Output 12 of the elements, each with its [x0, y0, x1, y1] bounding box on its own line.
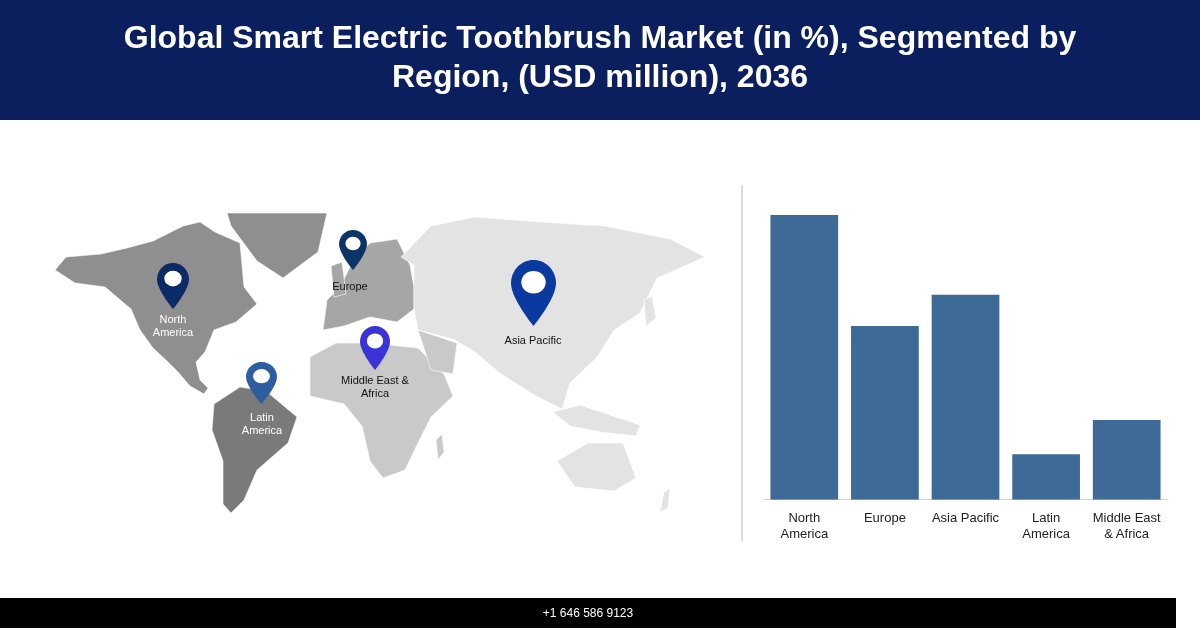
- category-label: North America: [152, 313, 194, 338]
- text: +1 646 586 9123: [541, 606, 635, 620]
- x-tick-label: North America: [780, 510, 829, 541]
- x-tick-label: Latin America: [1022, 510, 1071, 541]
- category-label: Europe: [332, 280, 368, 292]
- chart-title: Global Smart Electric Toothbrush Market (in %), Segmented by Region, (USD million), 2036: [122, 18, 1078, 96]
- x-tick-label: Europe: [863, 510, 906, 526]
- category-label: Asia Pacific: [504, 334, 562, 346]
- category-label: Latin America: [241, 411, 283, 436]
- category-label: Middle East & Africa: [341, 374, 409, 399]
- x-tick-label: Middle East & Africa: [1092, 510, 1162, 541]
- x-tick-label: Asia Pacific: [931, 510, 1000, 526]
